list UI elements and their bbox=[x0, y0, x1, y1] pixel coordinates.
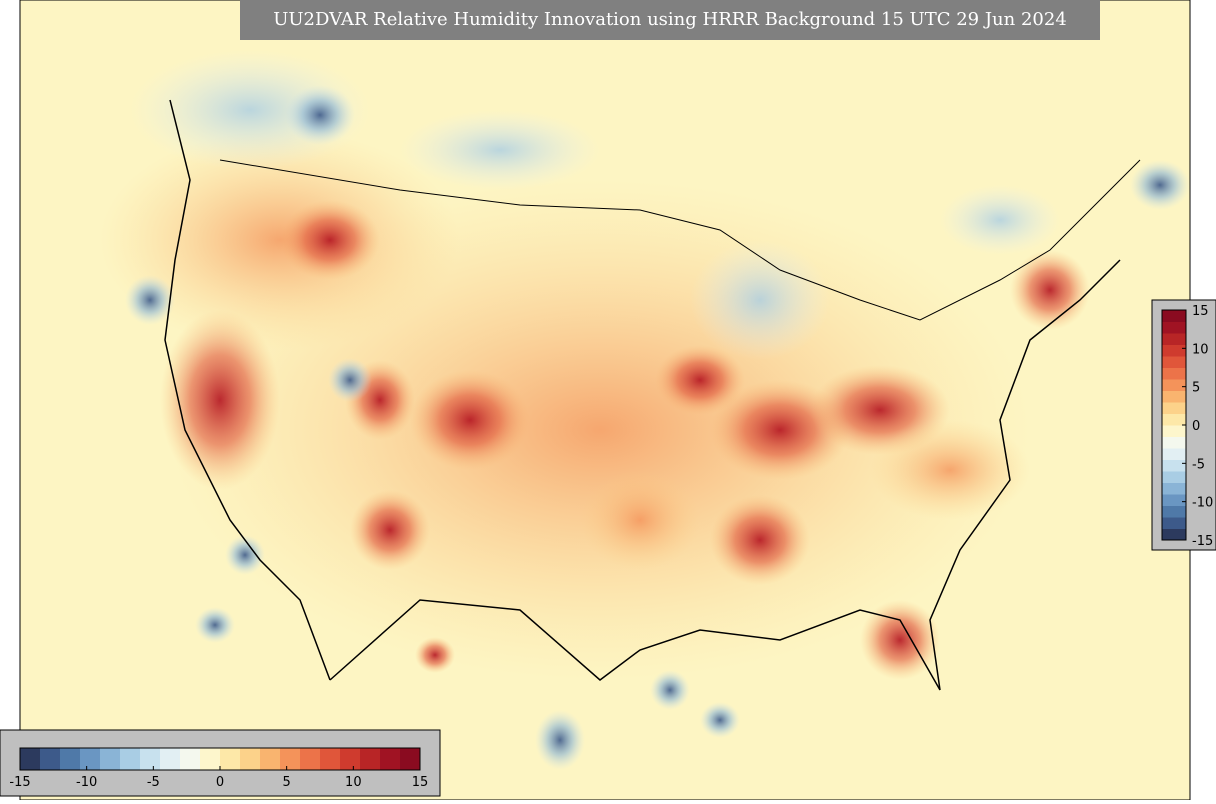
colorbar-tick-label: -15 bbox=[1192, 534, 1213, 549]
colorbar-tick-label: 10 bbox=[345, 775, 362, 790]
colorbar-segment bbox=[1162, 459, 1186, 472]
colorbar-tick-label: 5 bbox=[1192, 381, 1200, 396]
colorbar-segment bbox=[260, 748, 281, 770]
colorbars: -15 -15 -10 -10 -5 -5 0 0 5 5 10 10 15 15 bbox=[9, 304, 1213, 790]
colorbar-segment bbox=[1162, 471, 1186, 483]
colorbar-segment bbox=[180, 748, 201, 770]
colorbar-segment bbox=[80, 748, 101, 770]
colorbar-segment bbox=[60, 748, 81, 770]
colorbar-segment bbox=[300, 748, 321, 770]
colorbar-segment bbox=[40, 748, 61, 770]
colorbar-segment bbox=[1162, 344, 1186, 357]
colorbar-segment bbox=[1162, 528, 1186, 541]
colorbar-segment bbox=[1162, 356, 1186, 368]
map-field bbox=[19, 0, 1191, 801]
colorbar-segment bbox=[1162, 390, 1186, 403]
colorbar-segment bbox=[1162, 333, 1186, 345]
colorbar-segment bbox=[1162, 448, 1186, 460]
colorbar-tick-label: -10 bbox=[1192, 496, 1213, 511]
colorbar-tick-label: 0 bbox=[1192, 419, 1200, 434]
colorbar-segment bbox=[1162, 425, 1186, 437]
colorbar-segment bbox=[1162, 413, 1186, 426]
colorbar-tick-label: -10 bbox=[76, 775, 97, 790]
colorbar-tick-label: 5 bbox=[283, 775, 291, 790]
colorbar-segment bbox=[1162, 517, 1186, 529]
colorbar-segment bbox=[400, 748, 421, 770]
colorbar-segment bbox=[380, 748, 401, 770]
colorbar-segment bbox=[1162, 402, 1186, 414]
colorbar-segment bbox=[320, 748, 341, 770]
colorbar-tick-label: 15 bbox=[412, 775, 429, 790]
colorbar-segment bbox=[1162, 310, 1186, 322]
colorbar-tick-label: -5 bbox=[147, 775, 160, 790]
colorbar-segment bbox=[140, 748, 161, 770]
colorbar-segment bbox=[1162, 436, 1186, 449]
colorbar-segment bbox=[200, 748, 221, 770]
colorbar-segment bbox=[100, 748, 121, 770]
title-box bbox=[240, 0, 1100, 40]
colorbar-segment bbox=[1162, 494, 1186, 506]
colorbar-segment bbox=[280, 748, 301, 770]
colorbar-segment bbox=[360, 748, 381, 770]
colorbar-segment bbox=[1162, 321, 1186, 334]
colorbar-segment bbox=[120, 748, 141, 770]
colorbar-tick-label: -15 bbox=[9, 775, 30, 790]
colorbar-segment bbox=[220, 748, 241, 770]
colorbar-tick-label: 10 bbox=[1192, 342, 1209, 357]
colorbar-segment bbox=[340, 748, 361, 770]
colorbar-segment bbox=[1162, 367, 1186, 380]
colorbar-tick-label: 15 bbox=[1192, 304, 1209, 319]
colorbar-segment bbox=[1162, 505, 1186, 518]
colorbar-tick-label: -5 bbox=[1192, 457, 1205, 472]
map-title: UU2DVAR Relative Humidity Innovation usi… bbox=[273, 9, 1067, 30]
colorbar-segment bbox=[160, 748, 181, 770]
colorbar-segment bbox=[240, 748, 261, 770]
colorbar-segment bbox=[1162, 379, 1186, 391]
colorbar-segment bbox=[1162, 482, 1186, 495]
colorbar-segment bbox=[20, 748, 41, 770]
colorbar-tick-label: 0 bbox=[216, 775, 224, 790]
